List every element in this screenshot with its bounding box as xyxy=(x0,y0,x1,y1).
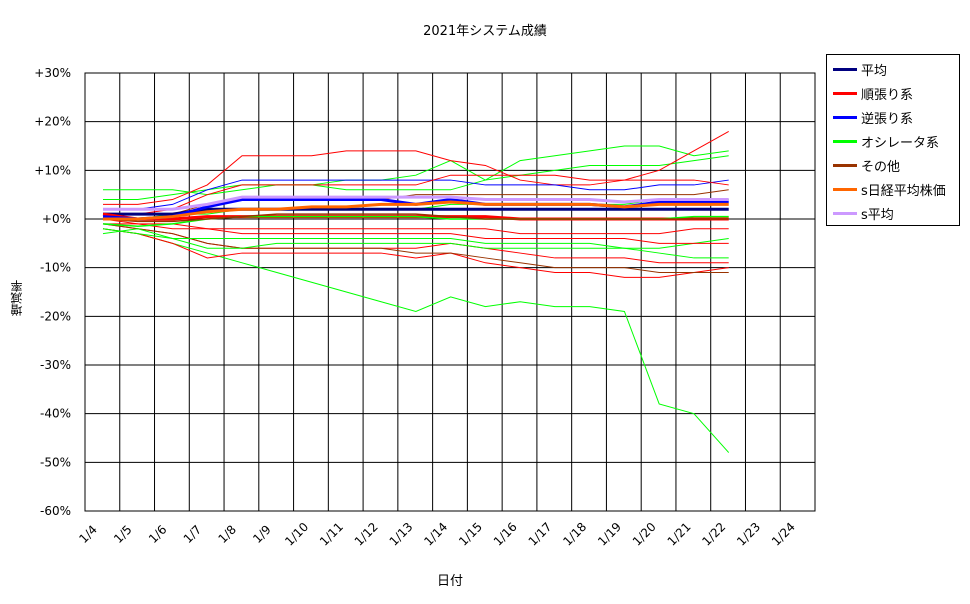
x-tick-label: 1/15 xyxy=(456,520,485,549)
x-tick-label: 1/10 xyxy=(282,520,311,549)
legend-label: 順張り系 xyxy=(861,87,914,103)
chart-legend: 平均順張り系逆張り系オシレータ系 その他 s日経平均株価 s平均 xyxy=(826,54,960,226)
legend-label: 逆張り系 xyxy=(861,111,914,127)
x-tick-label: 1/23 xyxy=(734,520,763,549)
x-tick-label: 1/19 xyxy=(595,520,624,549)
y-tick-label: -50% xyxy=(40,455,71,469)
legend-swatch xyxy=(833,187,857,191)
series-line xyxy=(103,207,729,216)
y-tick-label: -30% xyxy=(40,358,71,372)
x-tick-label: 1/9 xyxy=(250,522,274,546)
series-line xyxy=(103,200,729,221)
x-tick-label: 1/7 xyxy=(181,522,205,546)
y-tick-label: -40% xyxy=(40,407,71,421)
y-tick-label: -20% xyxy=(40,309,71,323)
legend-item: s日経平均株価 xyxy=(833,177,959,201)
legend-item: 順張り系 xyxy=(833,81,959,105)
x-tick-label: 1/18 xyxy=(560,520,589,549)
x-tick-label: 1/6 xyxy=(146,522,170,546)
series-line xyxy=(102,213,729,223)
y-tick-label: -60% xyxy=(40,504,71,518)
background-series-line xyxy=(102,228,729,249)
x-tick-label: 1/11 xyxy=(317,520,346,549)
y-tick-label: +30% xyxy=(34,66,71,80)
legend-swatch xyxy=(833,115,857,119)
legend-item: 平均 xyxy=(833,57,959,81)
legend-swatch xyxy=(833,139,857,143)
legend-label: s日経平均株価 xyxy=(861,183,946,199)
background-series-line xyxy=(103,223,729,235)
legend-item: s平均 xyxy=(833,201,959,225)
y-tick-label: -10% xyxy=(40,261,71,275)
background-series-line xyxy=(103,179,729,210)
background-series-line xyxy=(102,223,729,274)
background-series-line xyxy=(102,228,730,453)
legend-label: s平均 xyxy=(861,207,894,223)
legend-item: オシレータ系 xyxy=(833,129,959,153)
chart-title: 2021年システム成績 xyxy=(423,24,547,39)
x-tick-label: 1/4 xyxy=(76,522,100,546)
y-tick-label: +10% xyxy=(34,163,71,177)
legend-label: オシレータ系 xyxy=(861,135,940,151)
legend-label: 平均 xyxy=(861,63,888,79)
legend-swatch xyxy=(833,211,857,215)
x-tick-label: 1/12 xyxy=(352,520,381,549)
x-axis-label: 日付 xyxy=(436,574,463,589)
legend-swatch xyxy=(833,67,857,71)
y-tick-label: +0% xyxy=(42,212,71,226)
x-tick-label: 1/8 xyxy=(215,522,239,546)
legend-swatch xyxy=(833,163,857,167)
x-tick-label: 1/5 xyxy=(111,522,135,546)
legend-item: 逆張り系 xyxy=(833,105,959,129)
background-series-line xyxy=(102,228,729,278)
x-tick-label: 1/14 xyxy=(421,520,450,549)
y-tick-label: +20% xyxy=(34,115,71,129)
series-line xyxy=(103,195,729,211)
legend-label: その他 xyxy=(861,159,901,175)
x-tick-label: 1/24 xyxy=(769,520,798,549)
x-tick-label: 1/16 xyxy=(491,520,520,549)
x-tick-label: 1/20 xyxy=(630,520,659,549)
x-tick-label: 1/13 xyxy=(387,520,416,549)
x-tick-label: 1/17 xyxy=(526,520,555,549)
legend-item: その他 xyxy=(833,153,959,177)
background-series-line xyxy=(103,174,729,215)
x-tick-label: 1/22 xyxy=(699,520,728,549)
plot-frame xyxy=(84,72,816,512)
x-tick-label: 1/21 xyxy=(665,520,694,549)
legend-swatch xyxy=(833,91,857,95)
